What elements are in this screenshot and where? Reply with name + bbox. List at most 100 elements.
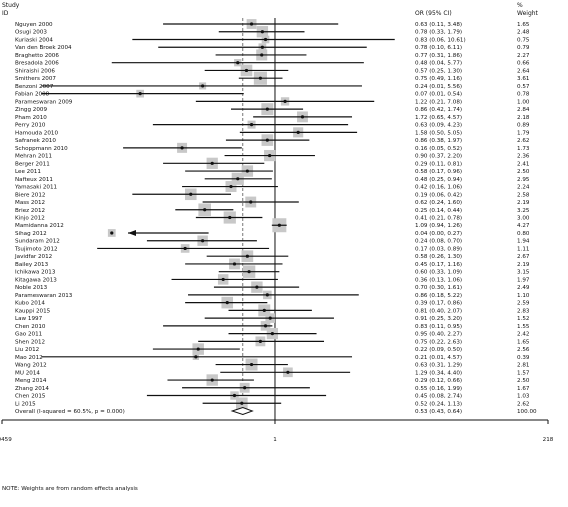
study-label: Liu 2012: [15, 347, 39, 353]
study-weight: 1.03: [517, 394, 530, 400]
study-label: Mass 2012: [15, 200, 45, 206]
study-weight: 2.67: [517, 254, 530, 260]
study-ci: 0.48 (0.25, 0.94): [415, 177, 462, 183]
x-tick-label: 1: [273, 437, 277, 443]
study-ci: 0.62 (0.24, 1.60): [415, 200, 462, 206]
study-ci: 0.48 (0.04, 5.77): [415, 61, 462, 67]
point-estimate: [236, 177, 240, 181]
study-label: Van den Broek 2004: [15, 45, 72, 51]
study-ci: 0.45 (0.08, 2.74): [415, 394, 462, 400]
point-estimate: [268, 316, 272, 320]
study-label: Safranek 2010: [15, 138, 56, 144]
study-label: Gao 2011: [15, 332, 43, 338]
overall-diamond: [230, 406, 254, 416]
ci-arrow: [128, 229, 136, 236]
point-estimate: [210, 378, 214, 382]
point-estimate: [225, 301, 229, 305]
point-estimate: [210, 161, 214, 165]
study-weight: 2.24: [517, 185, 530, 191]
study-label: Li 2015: [15, 401, 36, 407]
point-estimate: [286, 370, 290, 374]
point-estimate: [110, 231, 114, 235]
point-estimate: [265, 107, 269, 111]
study-weight: 3.15: [517, 270, 530, 276]
study-ci: 1.29 (0.34, 4.40): [415, 370, 462, 376]
study-weight: 2.19: [517, 200, 530, 206]
study-ci: 0.58 (0.17, 0.96): [415, 169, 462, 175]
header-percent: %: [517, 2, 523, 9]
study-ci: 0.86 (0.18, 5.22): [415, 293, 462, 299]
point-estimate: [260, 45, 264, 49]
study-label: Chen 2015: [15, 394, 46, 400]
study-ci: 0.04 (0.00, 0.27): [415, 231, 462, 237]
point-estimate: [260, 53, 264, 57]
study-ci: 0.63 (0.09, 4.23): [415, 123, 462, 129]
study-weight: 0.39: [517, 355, 530, 361]
study-ci: 0.17 (0.03, 0.89): [415, 246, 462, 252]
study-label: Kubo 2014: [15, 301, 45, 307]
study-weight: 3.00: [517, 216, 530, 222]
study-ci: 1.58 (0.50, 5.05): [415, 130, 462, 136]
study-label: Bresadola 2006: [15, 61, 59, 67]
study-ci: 0.41 (0.21, 0.78): [415, 216, 462, 222]
study-ci: 0.77 (0.31, 1.86): [415, 53, 462, 59]
point-estimate: [236, 61, 240, 65]
point-estimate: [255, 285, 259, 289]
point-estimate: [232, 393, 237, 398]
study-label: Chen 2010: [15, 324, 46, 330]
study-ci: 0.86 (0.42, 1.74): [415, 107, 462, 113]
study-weight: 2.95: [517, 177, 530, 183]
study-ci: 0.55 (0.16, 1.99): [415, 386, 462, 392]
study-weight: 4.27: [517, 223, 530, 229]
point-estimate: [189, 192, 193, 196]
study-label: Yamasaki 2011: [14, 185, 58, 191]
study-weight: 2.27: [517, 53, 530, 59]
study-label: Osugi 2003: [15, 30, 47, 36]
study-label: Wang 2012: [15, 363, 47, 369]
point-estimate: [300, 115, 305, 119]
study-label: Ichikawa 2013: [15, 270, 56, 276]
point-estimate: [265, 293, 269, 297]
study-label: Parameswaran 2009: [15, 99, 73, 105]
study-label: Shen 2012: [15, 339, 45, 345]
study-ci: 0.24 (0.01, 5.56): [415, 84, 462, 90]
study-label: Kinjo 2012: [15, 216, 45, 222]
study-weight: 2.19: [517, 262, 530, 268]
study-weight: 2.41: [517, 161, 530, 167]
point-estimate: [270, 332, 274, 336]
study-ci: 0.36 (0.13, 1.06): [415, 277, 462, 283]
study-weight: 1.11: [517, 246, 530, 252]
point-estimate: [249, 123, 254, 127]
header-or-ci: OR (95% CI): [415, 10, 452, 17]
study-weight: 3.25: [517, 208, 530, 214]
point-estimate: [247, 270, 251, 274]
point-estimate: [183, 246, 187, 251]
study-label: Noble 2013: [15, 285, 48, 291]
study-weight: 1.52: [517, 316, 529, 322]
study-weight: 0.57: [517, 84, 530, 90]
study-ci: 0.22 (0.09, 0.50): [415, 347, 462, 353]
study-label: Braghetto 2006: [15, 53, 59, 59]
study-ci: 0.07 (0.01, 0.54): [415, 92, 462, 98]
study-ci: 0.45 (0.17, 1.16): [415, 262, 462, 268]
study-label: Shiraishi 2006: [15, 68, 55, 74]
study-label: Schoppmann 2010: [15, 146, 68, 152]
study-label: MU 2014: [15, 370, 40, 376]
point-estimate: [262, 308, 266, 312]
study-weight: 1.65: [517, 22, 530, 28]
study-ci: 0.42 (0.16, 1.06): [415, 185, 462, 191]
study-ci: 0.81 (0.40, 2.07): [415, 308, 462, 314]
point-estimate: [263, 324, 268, 328]
study-ci: 0.91 (0.25, 3.20): [415, 316, 462, 322]
study-ci: 0.90 (0.37, 2.20): [415, 154, 462, 160]
overall-row: Overall (I-squared = 60.5%, p = 0.000) 0.…: [15, 406, 537, 416]
study-ci: 0.63 (0.11, 3.48): [415, 22, 462, 28]
study-ci: 0.86 (0.38, 1.97): [415, 138, 462, 144]
study-label: Tsujimoto 2012: [14, 246, 58, 252]
study-ci: 0.58 (0.26, 1.30): [415, 254, 462, 260]
study-weight: 0.80: [517, 231, 530, 237]
study-label: Zhang 2014: [15, 386, 49, 392]
overall-ci: 0.53 (0.43, 0.64): [415, 409, 462, 415]
